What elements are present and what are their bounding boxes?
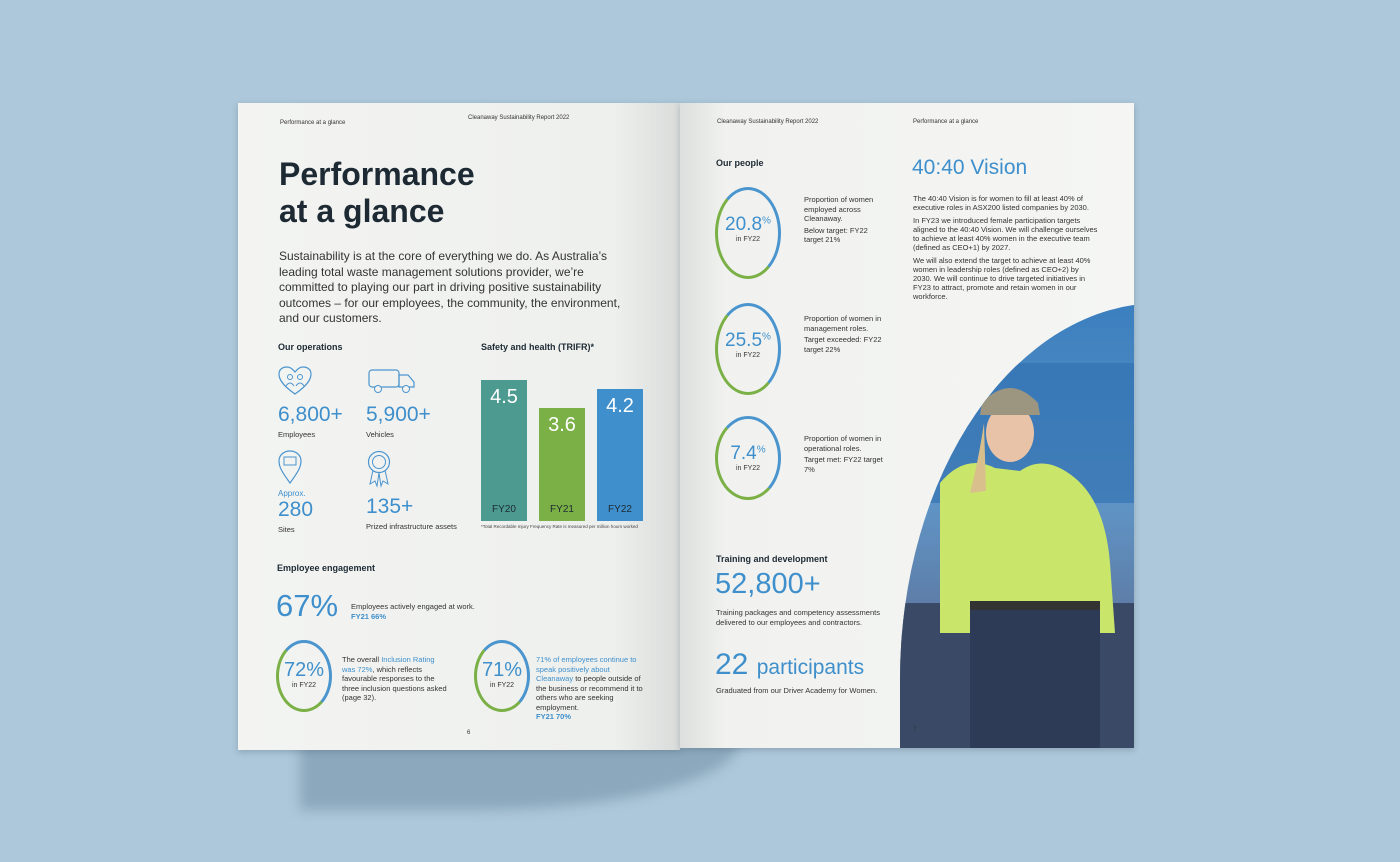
vehicles-label: Vehicles: [366, 430, 394, 439]
left-page: Performance at a glance Cleanaway Sustai…: [238, 103, 680, 750]
vehicles-value: 5,900+: [366, 403, 431, 426]
training-value: 52,800+: [715, 568, 821, 600]
sites-value: 280: [278, 498, 314, 521]
title-line-2: at a glance: [279, 193, 445, 229]
advocacy-period: in FY22: [489, 682, 515, 689]
employees-label: Employees: [278, 430, 316, 439]
participants-line: 22 participants: [715, 648, 864, 682]
advocacy-value: 71%: [481, 659, 523, 681]
vision-title: 40:40 Vision: [912, 156, 1028, 179]
truck-icon: [368, 369, 415, 393]
operations-item-assets: 135+ Prized infrastructure assets: [366, 450, 457, 531]
women-management-target: Target exceeded: FY22 target 22%: [804, 335, 882, 354]
operations-heading: Our operations: [278, 342, 343, 352]
bar-category-fy21: FY21: [550, 504, 574, 515]
participants-word: participants: [756, 656, 865, 679]
women-employed-unit: %: [762, 215, 771, 227]
women-operational-ring: 7.4% in FY22: [715, 416, 781, 500]
participants-text: Graduated from our Driver Academy for Wo…: [716, 686, 878, 695]
inclusion-ring: 72% in FY22: [276, 640, 332, 712]
advocacy-link[interactable]: 71% of employees continue to speak posit…: [536, 655, 637, 683]
bar-fy21: 3.6 FY21: [539, 408, 585, 521]
running-header-left: Performance at a glance: [280, 120, 346, 126]
advocacy-ring: 71% in FY22: [474, 640, 530, 712]
trifr-bar-chart: 4.5 FY20 3.6 FY21 4.2 FY22: [481, 361, 651, 521]
assets-label: Prized infrastructure assets: [366, 522, 457, 531]
engagement-heading: Employee engagement: [277, 563, 376, 573]
women-operational-text: Proportion of women in operational roles…: [804, 434, 884, 474]
inclusion-text-pre: The overall: [342, 655, 382, 664]
inclusion-period: in FY22: [291, 682, 317, 689]
bar-fy22: 4.2 FY22: [597, 389, 643, 521]
inclusion-text: The overall Inclusion Rating was 72%, wh…: [342, 655, 447, 703]
running-header-right: Cleanaway Sustainability Report 2022: [468, 115, 570, 121]
vision-paragraph-1: The 40:40 Vision is for women to fill at…: [913, 194, 1089, 212]
assets-value: 135+: [366, 495, 414, 518]
engagement-desc: Employees actively engaged at work.: [351, 602, 475, 611]
chart-title: Safety and health (TRIFR)*: [481, 342, 595, 352]
vision-paragraph-2: In FY23 we introduced female participati…: [913, 216, 1098, 252]
women-employed-desc: Proportion of women employed across Clea…: [804, 195, 874, 223]
women-operational-unit: %: [756, 444, 766, 456]
women-employed-value: 20.8: [725, 214, 763, 235]
women-management-value: 25.5: [725, 330, 763, 351]
intro-paragraph: Sustainability is at the core of everyth…: [279, 249, 621, 325]
women-operational-value: 7.4: [730, 443, 757, 464]
page-number-left: 6: [467, 730, 471, 736]
advocacy-text-post: to people outside of the business or rec…: [536, 674, 643, 712]
inclusion-rating-link[interactable]: Inclusion Rating was 72%: [342, 655, 435, 674]
women-management-ring: 25.5% in FY22: [715, 303, 781, 395]
women-employed-ring: 20.8% in FY22: [715, 187, 781, 279]
award-ribbon-icon: [367, 450, 391, 488]
magazine-shadow: [300, 740, 740, 810]
engagement-text: Employees actively engaged at work. FY21…: [351, 602, 475, 621]
operations-item-employees: 6,800+ Employees: [278, 366, 343, 439]
worker-illustration: [900, 363, 1134, 748]
sites-label: Sites: [278, 525, 295, 534]
advocacy-sub: FY21 70%: [536, 712, 572, 721]
women-employed-text: Proportion of women employed across Clea…: [804, 195, 876, 245]
women-operational-desc: Proportion of women in operational roles…: [804, 434, 882, 453]
title-line-1: Performance: [279, 156, 475, 192]
women-management-period: in FY22: [735, 352, 761, 359]
page-title: Performance at a glance: [279, 156, 475, 230]
people-heart-icon: [278, 366, 312, 395]
page-number-right: 7: [913, 727, 917, 733]
women-management-text: Proportion of women in management roles.…: [804, 314, 884, 354]
women-employed-period: in FY22: [735, 236, 761, 243]
bar-value-fy20: 4.5: [490, 386, 518, 408]
vision-body: The 40:40 Vision is for women to fill at…: [913, 194, 1098, 301]
worker-photo: [900, 303, 1134, 748]
people-heading: Our people: [716, 158, 764, 168]
engagement-sub: FY21 66%: [351, 611, 387, 621]
right-page: Cleanaway Sustainability Report 2022 Per…: [680, 103, 1134, 748]
advocacy-text: 71% of employees continue to speak posit…: [536, 655, 648, 722]
running-header-left: Cleanaway Sustainability Report 2022: [717, 119, 819, 125]
women-employed-target: Below target: FY22 target 21%: [804, 225, 868, 245]
bar-value-fy21: 3.6: [548, 414, 576, 436]
training-text: Training packages and competency assessm…: [716, 608, 880, 627]
engagement-value: 67%: [276, 588, 339, 623]
bar-value-fy22: 4.2: [606, 395, 634, 417]
bar-category-fy20: FY20: [492, 504, 516, 515]
training-heading: Training and development: [716, 554, 828, 564]
employees-value: 6,800+: [278, 403, 343, 426]
bar-category-fy22: FY22: [608, 504, 632, 515]
participants-value: 22: [715, 648, 749, 681]
operations-item-sites: Approx. 280 Sites: [278, 450, 313, 534]
chart-footnote: *Total Recordable Injury Frequency Rate …: [481, 524, 638, 529]
women-management-unit: %: [762, 331, 771, 343]
running-header-right: Performance at a glance: [913, 119, 979, 125]
location-pin-icon: [278, 450, 302, 485]
bar-fy20: 4.5 FY20: [481, 380, 527, 521]
inclusion-text-post: , which reflects favourable responses to…: [342, 664, 447, 703]
women-operational-target: Target met: FY22 target 7%: [804, 455, 883, 474]
sites-prefix: Approx.: [278, 489, 306, 498]
women-management-desc: Proportion of women in management roles.: [804, 314, 882, 333]
women-operational-period: in FY22: [735, 465, 761, 472]
vision-paragraph-3: We will also extend the target to achiev…: [913, 256, 1091, 301]
inclusion-value: 72%: [283, 659, 325, 681]
operations-item-vehicles: 5,900+ Vehicles: [366, 366, 431, 439]
